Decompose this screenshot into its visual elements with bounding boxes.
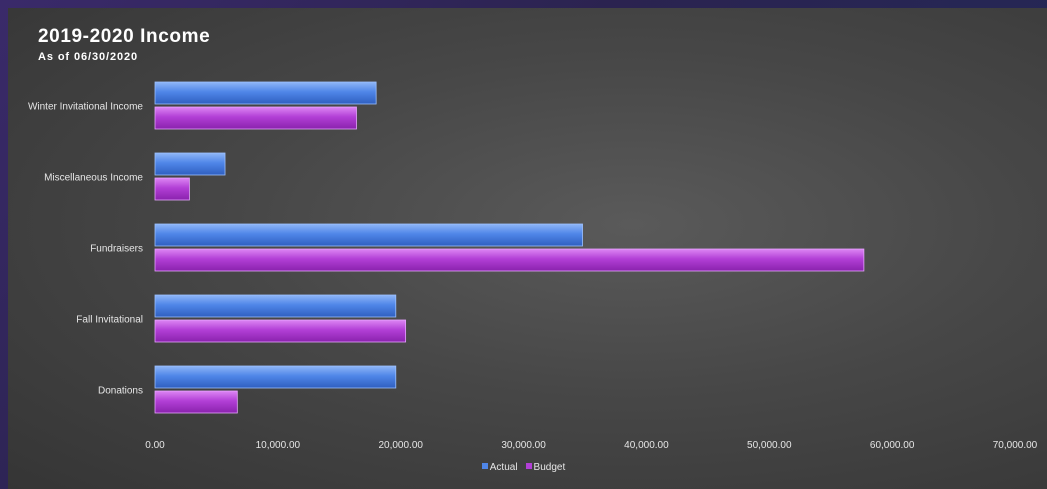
legend-swatch xyxy=(481,463,488,470)
x-tick-label: 10,000.00 xyxy=(256,440,301,451)
legend-item-budget: Budget xyxy=(525,462,566,473)
legend-swatch xyxy=(525,463,532,470)
chart-subtitle: As of 06/30/2020 xyxy=(38,51,139,63)
category-label: Donations xyxy=(98,386,143,397)
bar-budget-3 xyxy=(154,319,407,343)
bar-budget-1 xyxy=(154,177,190,201)
legend-label: Budget xyxy=(533,462,566,473)
x-tick-label: 20,000.00 xyxy=(378,440,423,451)
bar-budget-0 xyxy=(154,106,357,130)
bar-actual-4 xyxy=(154,365,397,389)
category-label: Fundraisers xyxy=(90,244,143,255)
bar-budget-4 xyxy=(154,390,238,414)
x-tick-label: 30,000.00 xyxy=(501,440,546,451)
legend-label: Actual xyxy=(489,462,518,473)
category-label: Miscellaneous Income xyxy=(44,173,143,184)
x-tick-label: 50,000.00 xyxy=(747,440,792,451)
x-tick-label: 70,000.00 xyxy=(993,440,1038,451)
legend-item-actual: Actual xyxy=(481,462,518,473)
chart-legend: Actual Budget xyxy=(0,462,1047,473)
bar-actual-2 xyxy=(154,223,583,247)
bar-actual-1 xyxy=(154,152,226,176)
chart-title: 2019-2020 Income xyxy=(38,26,211,47)
x-tick-label: 60,000.00 xyxy=(870,440,915,451)
x-tick-label: 0.00 xyxy=(145,440,165,451)
bar-budget-2 xyxy=(154,248,865,272)
bar-actual-3 xyxy=(154,294,397,318)
category-label: Fall Invitational xyxy=(76,315,143,326)
bar-actual-0 xyxy=(154,81,377,105)
category-label: Winter Invitational Income xyxy=(28,102,143,113)
x-tick-label: 40,000.00 xyxy=(624,440,669,451)
